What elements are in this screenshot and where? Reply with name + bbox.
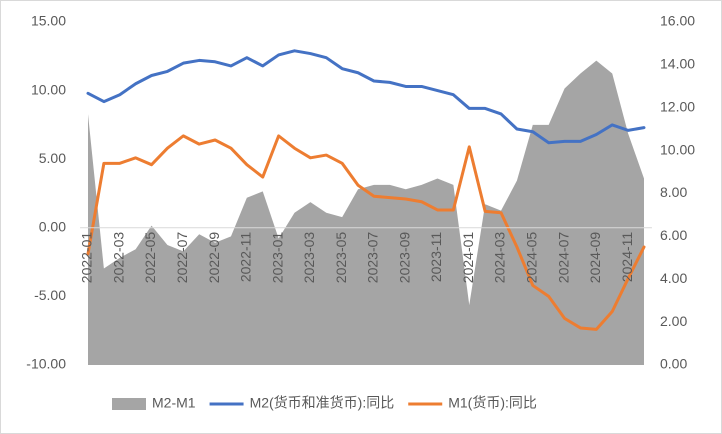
y-tick-label: 5.00 bbox=[39, 150, 66, 166]
y-tick-label: 0.00 bbox=[39, 219, 66, 235]
x-tick-label: 2022-01 bbox=[79, 232, 95, 284]
y2-tick-label: 2.00 bbox=[660, 313, 687, 329]
y2-tick-label: 0.00 bbox=[660, 356, 687, 372]
legend-swatch bbox=[112, 398, 146, 410]
x-tick-label: 2024-03 bbox=[492, 232, 508, 284]
x-tick-label: 2022-07 bbox=[174, 232, 190, 284]
x-tick-label: 2023-01 bbox=[269, 232, 285, 284]
y-tick-label: -10.00 bbox=[26, 356, 66, 372]
legend-label: M2(货币和准货币):同比 bbox=[250, 395, 395, 411]
legend-label: M1(货币):同比 bbox=[448, 395, 537, 411]
line bbox=[86, 134, 646, 331]
x-tick-label: 2024-05 bbox=[524, 232, 540, 284]
y-tick-label: 15.00 bbox=[31, 13, 66, 29]
x-tick-label: 2024-09 bbox=[587, 232, 603, 284]
x-tick-label: 2022-11 bbox=[238, 232, 254, 283]
y2-tick-label: 6.00 bbox=[660, 227, 687, 243]
y2-tick-label: 12.00 bbox=[660, 98, 695, 114]
x-tick-label: 2022-09 bbox=[206, 232, 222, 284]
x-tick-label: 2022-05 bbox=[142, 232, 158, 284]
y2-tick-label: 10.00 bbox=[660, 141, 695, 157]
legend-label: M2-M1 bbox=[152, 395, 196, 411]
line bbox=[86, 49, 646, 145]
x-tick-label: 2022-03 bbox=[110, 232, 126, 284]
y2-tick-label: 4.00 bbox=[660, 270, 687, 286]
y2-tick-label: 16.00 bbox=[660, 13, 695, 29]
x-tick-label: 2023-09 bbox=[396, 232, 412, 284]
x-tick-label: 2023-03 bbox=[301, 232, 317, 284]
x-tick-label: 2023-07 bbox=[365, 232, 381, 284]
y2-tick-label: 14.00 bbox=[660, 56, 695, 72]
y-tick-label: 10.00 bbox=[31, 81, 66, 97]
x-tick-label: 2024-11 bbox=[619, 232, 635, 283]
x-tick-label: 2024-01 bbox=[460, 232, 476, 284]
x-tick-label: 2024-07 bbox=[555, 232, 571, 284]
y-tick-label: -5.00 bbox=[34, 287, 66, 303]
area bbox=[88, 60, 644, 366]
y2-tick-label: 8.00 bbox=[660, 184, 687, 200]
x-tick-label: 2023-11 bbox=[428, 232, 444, 283]
x-tick-label: 2023-05 bbox=[333, 232, 349, 284]
